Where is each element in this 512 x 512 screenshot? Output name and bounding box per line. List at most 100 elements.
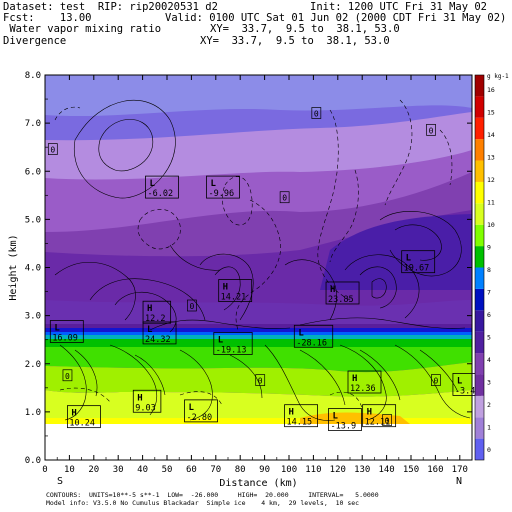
footer-model-info: Model info: V3.5.0 No Cumulus Blackadar … <box>46 499 360 507</box>
zero-label-box <box>255 374 266 386</box>
x-tick-label: 50 <box>162 465 173 475</box>
zero-label-box <box>62 369 73 382</box>
header-field2: Divergence <box>3 35 67 47</box>
colorbar-label: 6 <box>487 311 491 319</box>
extremum-value: -19.13 <box>216 346 247 356</box>
footer-contours: CONTOURS: UNITS=10**-5 s**-1 LOW= -26.00… <box>46 491 379 499</box>
extrema-labels: L-6.02L-9.96L19.67H14.21H23.85H12.2L16.0… <box>47 107 481 432</box>
x-tick-label: 30 <box>113 465 124 475</box>
extremum-kind: L <box>332 412 338 422</box>
header-fcst: Fcst: 13.00 <box>3 12 92 24</box>
colorbar-swatch <box>475 374 484 396</box>
extremum-value: -28.16 <box>296 338 327 348</box>
zero-label-value: 0 <box>433 377 438 386</box>
colorbar-swatch <box>475 96 484 118</box>
colorbar-label: 14 <box>487 131 495 139</box>
extremum-kind: H <box>352 374 357 384</box>
y-tick-label: 5.0 <box>25 215 41 225</box>
colorbar-swatch <box>475 331 484 354</box>
y-axis-label: Height (km) <box>8 234 19 300</box>
y-tick-label: 8.0 <box>25 71 41 81</box>
extremum-value: 12.11 <box>365 418 391 428</box>
extremum-kind: H <box>289 408 294 418</box>
zero-label-value: 0 <box>282 194 287 203</box>
extremum-label: H14.15 <box>284 404 318 428</box>
colorbar-label: 7 <box>487 289 491 297</box>
extremum-label: L-6.02 <box>145 175 179 199</box>
extremum-kind: H <box>71 409 76 419</box>
x-axis-label: Distance (km) <box>219 478 297 489</box>
extremum-box <box>218 279 253 302</box>
extremum-label: H12.11 <box>362 404 397 428</box>
x-tick-label: 170 <box>452 465 468 475</box>
extremum-label: L19.67 <box>401 250 436 274</box>
extremum-kind: L <box>457 376 463 386</box>
colorbar-label: 13 <box>487 154 495 162</box>
x-tick-label: 10 <box>64 465 75 475</box>
extremum-box <box>401 250 436 274</box>
extremum-value: -13.9 <box>330 422 356 432</box>
zero-contour-label: 0 <box>311 107 322 119</box>
extremum-label: H23.85 <box>325 281 360 305</box>
zero-label-box <box>279 191 290 204</box>
extremum-label: H14.21 <box>218 279 253 303</box>
colorbar-swatch <box>475 310 484 332</box>
extremum-box <box>67 405 101 429</box>
zero-label-value: 0 <box>50 146 55 155</box>
zero-label-box <box>311 107 322 119</box>
colorbar-swatch <box>475 224 484 247</box>
extremum-label: L-9.96 <box>206 175 240 199</box>
extremum-box <box>293 324 334 348</box>
zero-label-value: 0 <box>189 302 194 311</box>
x-tick-label: 20 <box>88 465 99 475</box>
extremum-label: L16.09 <box>49 320 84 343</box>
colorbar-swatch <box>475 246 484 268</box>
zero-label-value: 0 <box>258 377 263 386</box>
extremum-label: L-19.13 <box>213 332 253 356</box>
colorbar-label: 1 <box>487 424 491 432</box>
colorbar-frame <box>474 74 485 461</box>
extremum-value: 16.09 <box>52 333 78 343</box>
extremum-kind: L <box>210 179 216 189</box>
extremum-box <box>49 320 84 343</box>
extremum-value: 14.21 <box>221 293 247 303</box>
extremum-value: 24.32 <box>145 335 171 345</box>
x-tick-label: 80 <box>235 465 246 475</box>
extremum-value: -3.4 <box>455 386 475 396</box>
x-tick-label: 110 <box>305 465 321 475</box>
y-tick-label: 3.0 <box>25 312 41 322</box>
extremum-box <box>347 370 382 394</box>
colorbar-swatch <box>475 395 484 418</box>
extremum-kind: H <box>367 408 372 418</box>
extremum-label: H10.24 <box>67 405 101 429</box>
extremum-value: 12.2 <box>145 314 165 324</box>
zero-contour-label: 0 <box>431 374 441 386</box>
extremum-kind: L <box>149 179 155 189</box>
colorbar-label: 5 <box>487 334 491 342</box>
zero-contour-label: 0 <box>47 143 58 155</box>
x-tick-label: 40 <box>137 465 148 475</box>
zero-label-value: 0 <box>65 372 70 381</box>
zero-label-value: 0 <box>385 417 390 426</box>
zero-label-box <box>382 414 392 426</box>
extremum-kind: H <box>137 393 142 403</box>
colorbar-swatch <box>475 438 484 460</box>
zero-label-box <box>187 299 197 312</box>
colorbar-swatch <box>475 117 484 140</box>
colorbar-swatch <box>475 203 484 225</box>
x-tick-label: 130 <box>354 465 370 475</box>
extremum-value: 23.85 <box>328 295 354 305</box>
extremum-box <box>328 408 362 431</box>
extremum-value: -2.80 <box>187 413 213 423</box>
extremum-kind: L <box>147 325 153 335</box>
colorbar-label: 4 <box>487 356 491 364</box>
extremum-label: L-28.16 <box>293 324 334 348</box>
zero-contour-label: 0 <box>62 369 73 382</box>
x-tick-label: 60 <box>186 465 197 475</box>
colorbar-swatch <box>475 288 484 311</box>
zero-label-box <box>426 123 436 136</box>
moisture-fill-layers <box>45 75 472 460</box>
extremum-label: L-2.80 <box>184 399 218 423</box>
terrain-mask <box>45 424 472 460</box>
